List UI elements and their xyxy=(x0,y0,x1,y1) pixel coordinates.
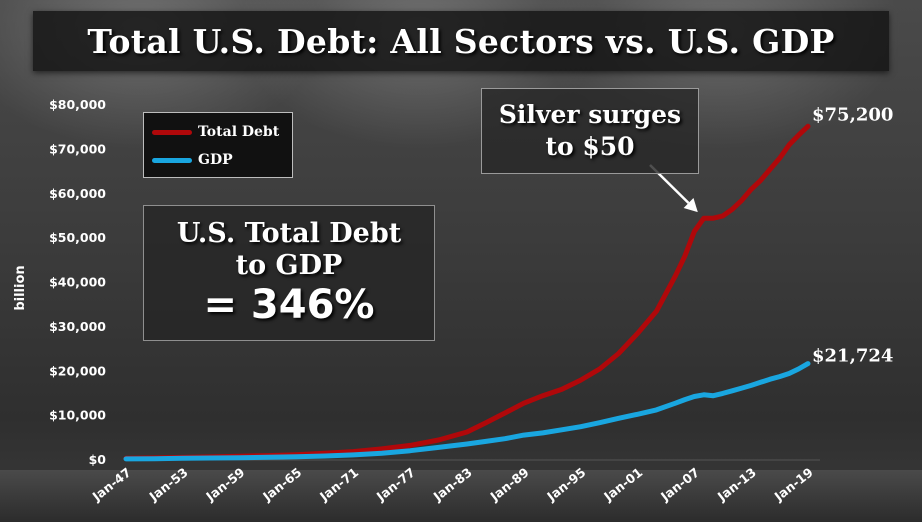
series-line-gdp xyxy=(123,361,811,462)
legend-item-total-debt: Total Debt xyxy=(152,122,279,142)
legend-swatch-total-debt xyxy=(152,129,192,135)
x-tick-label: Jan-77 xyxy=(373,465,418,505)
silver-surge-line1: Silver surges xyxy=(498,100,682,129)
silver-arrow-head xyxy=(683,198,698,213)
x-tick-label: Jan-83 xyxy=(430,465,475,505)
y-tick-label: $50,000 xyxy=(49,230,106,245)
chart-title: Total U.S. Debt: All Sectors vs. U.S. GD… xyxy=(87,21,835,61)
silver-surge-line2: to $50 xyxy=(545,132,635,161)
floor-shading xyxy=(0,470,922,522)
y-tick-label: $60,000 xyxy=(49,186,106,201)
debt-to-gdp-line1: U.S. Total Debt xyxy=(176,218,402,249)
x-tick-label: Jan-71 xyxy=(316,465,361,505)
series-end-labels: $75,200 $21,724 xyxy=(812,104,893,366)
end-label-gdp: $21,724 xyxy=(812,346,893,367)
x-tick-label: Jan-19 xyxy=(771,465,816,505)
x-tick-label: Jan-89 xyxy=(487,465,532,505)
debt-to-gdp-callout: U.S. Total Debt to GDP = 346% xyxy=(143,205,435,341)
debt-to-gdp-line2: to GDP xyxy=(235,250,343,281)
y-tick-label: $10,000 xyxy=(49,408,106,423)
x-axis-ticks: Jan-47 Jan-53 Jan-59 Jan-65 Jan-71 Jan-77 Jan-… xyxy=(89,465,816,505)
x-tick-label: Jan-07 xyxy=(657,465,702,505)
y-tick-label: $30,000 xyxy=(49,319,106,334)
x-tick-label: Jan-59 xyxy=(202,465,247,505)
x-tick-label: Jan-01 xyxy=(600,465,645,505)
x-tick-label: Jan-47 xyxy=(89,465,134,505)
y-tick-label: $20,000 xyxy=(49,363,106,378)
y-tick-label: $0 xyxy=(89,452,107,467)
end-label-total-debt: $75,200 xyxy=(812,104,893,125)
x-tick-label: Jan-95 xyxy=(543,465,588,505)
y-axis-ticks: $0 $10,000 $20,000 $30,000 $40,000 $50,000 $60… xyxy=(49,97,106,467)
legend-swatch-gdp xyxy=(152,157,192,163)
x-tick-label: Jan-13 xyxy=(714,465,759,505)
y-axis-label: billion xyxy=(13,265,28,310)
series-lines xyxy=(123,123,811,462)
legend-label-total-debt: Total Debt xyxy=(198,124,280,140)
legend: Total Debt GDP xyxy=(143,112,293,178)
debt-to-gdp-value: = 346% xyxy=(203,282,375,328)
y-tick-label: $40,000 xyxy=(49,275,106,290)
legend-label-gdp: GDP xyxy=(198,152,233,168)
y-tick-label: $80,000 xyxy=(49,97,106,112)
x-tick-label: Jan-65 xyxy=(259,465,304,505)
y-tick-label: $70,000 xyxy=(49,141,106,156)
x-tick-label: Jan-53 xyxy=(146,465,191,505)
title-bar: Total U.S. Debt: All Sectors vs. U.S. GD… xyxy=(33,11,889,71)
silver-surge-callout: Silver surges to $50 xyxy=(481,88,699,174)
legend-item-gdp: GDP xyxy=(152,150,233,170)
